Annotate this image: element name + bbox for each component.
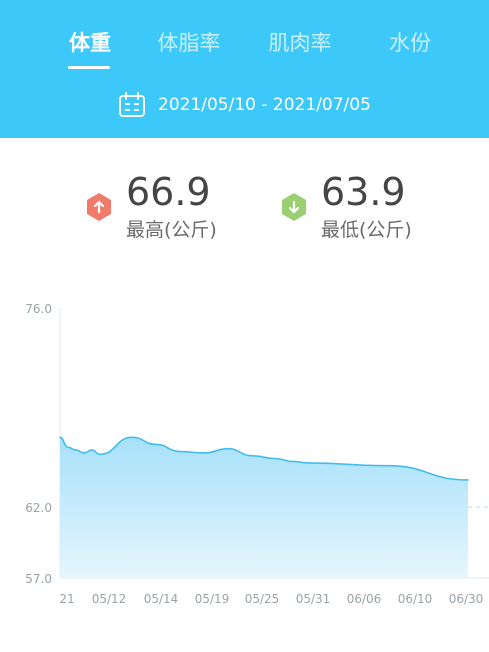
calendar-icon <box>119 92 145 117</box>
weight-chart: 76.0 62.0 57.0 21 05/12 05/14 05/19 05/25 05/31 0… <box>25 302 489 606</box>
weight-area <box>60 437 468 578</box>
tab-weight[interactable]: 体重 <box>69 31 111 55</box>
active-tab-underline <box>68 66 110 69</box>
x-tick-label: 05/25 <box>245 592 280 606</box>
x-tick-label: 05/14 <box>144 592 179 606</box>
data-point <box>467 479 469 481</box>
date-range-selector[interactable]: 2021/05/10 - 2021/07/05 <box>0 88 489 122</box>
header: 体重 体脂率 肌肉率 水份 2021/05/10 - 2021/07/05 <box>0 0 489 138</box>
x-tick-label: 06/10 <box>398 592 433 606</box>
data-point <box>91 449 93 451</box>
data-point <box>275 457 277 460</box>
max-stat: 66.9 最高(公斤) <box>84 170 264 250</box>
x-tick-label: 06/06 <box>347 592 382 606</box>
x-tick-label: 06/30 <box>449 592 484 606</box>
max-weight-value: 66.9 <box>126 170 211 214</box>
data-point <box>179 450 181 453</box>
data-point <box>67 446 69 449</box>
arrow-up-icon <box>87 193 111 221</box>
arrow-down-icon <box>282 193 306 221</box>
max-weight-label: 最高(公斤) <box>126 219 217 241</box>
data-point <box>227 447 229 450</box>
weight-series-line <box>59 436 469 481</box>
x-tick-label: 05/31 <box>296 592 331 606</box>
data-point <box>203 452 205 454</box>
y-tick-label: 76.0 <box>25 302 52 316</box>
y-tick-label: 57.0 <box>25 572 52 586</box>
data-point <box>291 460 293 463</box>
y-tick-label: 62.0 <box>25 501 52 515</box>
data-point <box>131 436 133 439</box>
min-weight-label: 最低(公斤) <box>321 219 412 241</box>
x-tick-label: 21 <box>59 592 74 606</box>
data-point <box>99 453 101 456</box>
tab-bar: 体重 体脂率 肌肉率 水份 <box>0 24 489 70</box>
tab-body-fat[interactable]: 体脂率 <box>157 31 221 55</box>
data-point <box>387 464 389 467</box>
data-point <box>155 443 157 446</box>
date-range-text: 2021/05/10 - 2021/07/05 <box>158 95 371 115</box>
data-point <box>75 449 77 451</box>
min-stat: 63.9 最低(公斤) <box>279 170 459 250</box>
x-tick-label: 05/19 <box>195 592 230 606</box>
x-tick-label: 05/12 <box>92 592 127 606</box>
data-point <box>59 436 61 439</box>
data-point <box>307 462 309 464</box>
min-weight-value: 63.9 <box>321 170 406 214</box>
data-point <box>83 452 85 454</box>
data-point <box>251 454 253 457</box>
tab-water[interactable]: 水份 <box>389 31 431 55</box>
tab-muscle[interactable]: 肌肉率 <box>268 31 332 55</box>
